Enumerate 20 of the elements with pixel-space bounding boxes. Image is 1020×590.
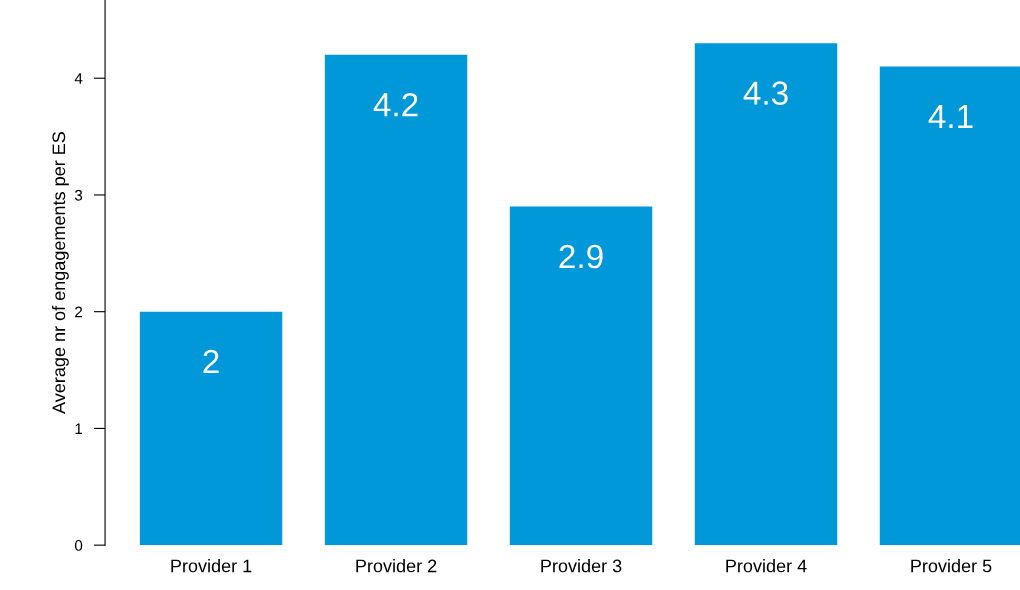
y-tick-label: 4 <box>74 73 83 84</box>
data-label: 4.3 <box>743 81 788 105</box>
y-tick-label: 0 <box>74 540 83 551</box>
x-tick-label: Provider 3 <box>541 559 622 573</box>
x-tick-label: Provider 2 <box>356 559 437 573</box>
bar <box>139 311 283 546</box>
data-label: 2 <box>203 349 219 374</box>
x-tick-label: Provider 4 <box>726 559 807 573</box>
x-tick-label: Provider 1 <box>171 559 252 573</box>
data-label: 2.9 <box>559 244 603 269</box>
data-label: 4.2 <box>373 92 418 117</box>
y-tick-label: 1 <box>75 423 83 434</box>
x-tick-label: Provider 5 <box>911 559 992 573</box>
y-axis-title: Average nr of engagements per ES <box>51 132 69 414</box>
bar <box>509 206 653 546</box>
bar <box>324 54 468 546</box>
y-tick-label: 2 <box>75 306 83 318</box>
bar <box>694 43 838 546</box>
data-label: 4.1 <box>928 105 973 128</box>
y-tick-label: 3 <box>74 189 83 201</box>
